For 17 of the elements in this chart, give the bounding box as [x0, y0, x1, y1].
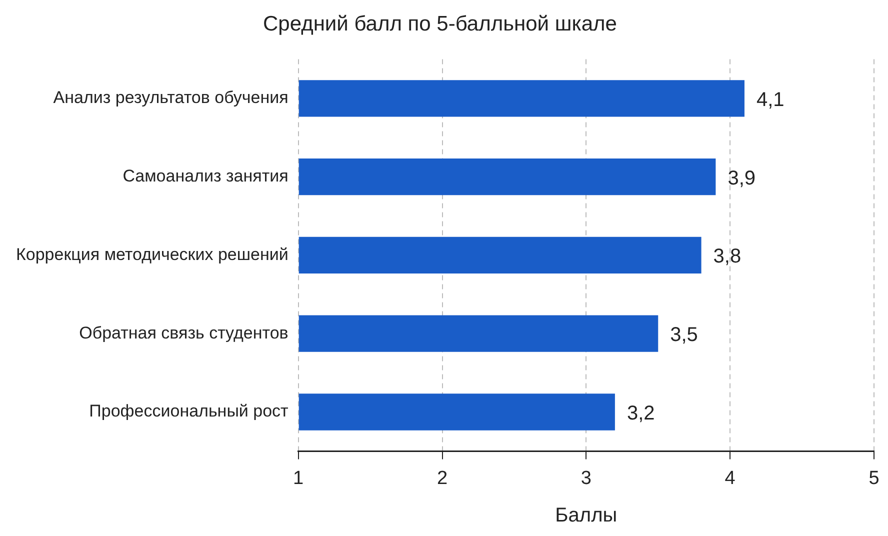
y-tick-label: Профессиональный рост [89, 402, 289, 421]
x-tick-label: 2 [436, 468, 448, 489]
y-tick-label: Коррекция методических решений [16, 244, 288, 264]
x-tick-label: 1 [293, 468, 304, 489]
data-label: 3,8 [713, 246, 742, 268]
data-label: 3,9 [728, 167, 756, 190]
x-tick-label: 4 [724, 468, 736, 489]
y-tick-label: Самоанализ занятия [122, 166, 288, 186]
data-label: 3,5 [670, 324, 698, 346]
chart-title: Средний балл по 5-балльной шкале [263, 12, 617, 36]
x-tick-label: 5 [868, 468, 880, 489]
data-label: 4,1 [756, 88, 784, 111]
y-tick-label: Анализ результатов обучения [53, 88, 288, 108]
data-label: 3,2 [626, 402, 655, 425]
x-axis-title: Баллы [555, 504, 618, 527]
x-tick-label: 3 [580, 468, 592, 489]
y-tick-label: Обратная связь студентов [79, 323, 288, 342]
